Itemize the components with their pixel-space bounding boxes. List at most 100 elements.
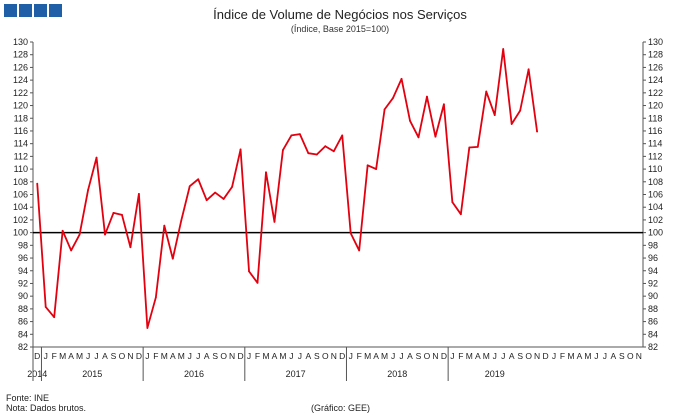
- y-tick-label-right: 92: [648, 278, 658, 288]
- y-tick-label-left: 88: [18, 304, 28, 314]
- x-tick-label-month: M: [59, 351, 66, 361]
- data-point: [129, 246, 132, 249]
- x-tick-label-month: F: [357, 351, 362, 361]
- data-point: [78, 233, 81, 236]
- x-year-label: 2018: [387, 369, 407, 379]
- y-tick-label-left: 110: [14, 164, 28, 174]
- x-tick-label-month: M: [76, 351, 83, 361]
- logo-square: [34, 4, 47, 17]
- x-tick-label-month: N: [127, 351, 133, 361]
- y-tick-label-right: 118: [648, 113, 662, 123]
- data-point: [417, 136, 420, 139]
- x-tick-label-month: J: [391, 351, 395, 361]
- y-tick-label-left: 102: [13, 215, 28, 225]
- x-tick-label-month: M: [178, 351, 185, 361]
- x-tick-label-month: J: [94, 351, 98, 361]
- x-tick-label-month: A: [102, 351, 108, 361]
- x-tick-label-month: J: [501, 351, 505, 361]
- data-point: [400, 77, 403, 80]
- x-tick-label-month: S: [212, 351, 218, 361]
- logo-square: [4, 4, 17, 17]
- data-point: [375, 168, 378, 170]
- x-tick-label-month: J: [552, 351, 556, 361]
- y-tick-label-left: 94: [18, 266, 28, 276]
- y-tick-label-right: 112: [648, 151, 662, 161]
- y-tick-label-left: 120: [13, 101, 28, 111]
- x-tick-label-month: F: [52, 351, 57, 361]
- data-point: [341, 134, 344, 137]
- data-point: [519, 109, 522, 112]
- y-tick-label-left: 112: [14, 151, 28, 161]
- data-point: [163, 224, 166, 227]
- y-tick-label-right: 88: [648, 304, 658, 314]
- y-tick-label-right: 86: [648, 317, 658, 327]
- x-tick-label-month: J: [493, 351, 497, 361]
- y-tick-label-left: 126: [13, 62, 28, 72]
- y-tick-label-left: 118: [14, 113, 28, 123]
- y-tick-label-right: 116: [648, 126, 662, 136]
- y-tick-label-left: 100: [13, 228, 28, 238]
- x-tick-label-month: M: [262, 351, 269, 361]
- y-tick-label-left: 104: [13, 202, 28, 212]
- data-point: [485, 90, 488, 93]
- y-tick-label-right: 84: [648, 329, 658, 339]
- data-point: [138, 192, 140, 195]
- x-tick-label-month: J: [594, 351, 598, 361]
- x-tick-label-month: M: [483, 351, 490, 361]
- x-tick-label-month: M: [584, 351, 591, 361]
- y-tick-label-left: 128: [13, 50, 28, 60]
- data-point: [510, 123, 513, 125]
- data-point: [426, 95, 428, 98]
- x-year-label: 2016: [184, 369, 204, 379]
- data-point: [468, 146, 471, 149]
- x-year-label: 2019: [485, 369, 505, 379]
- x-tick-label-month: D: [339, 351, 345, 361]
- data-point: [214, 191, 217, 194]
- data-point: [383, 108, 386, 111]
- x-tick-label-month: D: [441, 351, 447, 361]
- x-tick-label-month: M: [279, 351, 286, 361]
- x-tick-label-month: F: [255, 351, 260, 361]
- x-tick-label-month: A: [509, 351, 515, 361]
- x-tick-label-month: O: [119, 351, 126, 361]
- data-point: [239, 148, 242, 151]
- y-tick-label-left: 114: [14, 139, 28, 149]
- chart-title: Índice de Volume de Negócios nos Serviço…: [213, 7, 467, 22]
- x-tick-label-month: M: [364, 351, 371, 361]
- x-year-label: 2017: [286, 369, 306, 379]
- x-tick-label-month: D: [34, 351, 40, 361]
- x-tick-label-month: J: [603, 351, 607, 361]
- x-tick-label-month: M: [567, 351, 574, 361]
- x-tick-label-month: O: [627, 351, 634, 361]
- data-point: [536, 130, 538, 133]
- data-point: [53, 316, 56, 319]
- y-tick-label-right: 98: [648, 240, 658, 250]
- x-tick-label-month: D: [136, 351, 142, 361]
- logo-square: [49, 4, 62, 17]
- y-tick-label-right: 128: [648, 50, 663, 60]
- x-tick-label-month: S: [111, 351, 117, 361]
- y-tick-label-left: 84: [18, 329, 28, 339]
- y-tick-label-right: 108: [648, 177, 663, 187]
- x-tick-label-month: N: [229, 351, 235, 361]
- data-point: [502, 48, 505, 50]
- y-tick-label-left: 130: [13, 37, 28, 47]
- data-point: [205, 199, 208, 202]
- x-tick-label-month: J: [450, 351, 454, 361]
- data-point: [493, 114, 496, 116]
- y-tick-label-right: 120: [648, 101, 663, 111]
- x-tick-label-month: O: [525, 351, 532, 361]
- x-tick-label-month: J: [349, 351, 353, 361]
- y-tick-label-left: 108: [13, 177, 28, 187]
- data-point: [70, 249, 73, 252]
- data-point: [358, 249, 361, 252]
- x-tick-label-month: A: [170, 351, 176, 361]
- data-point: [451, 201, 454, 204]
- series-line: [36, 48, 538, 329]
- y-tick-label-right: 114: [648, 139, 662, 149]
- x-tick-label-month: A: [306, 351, 312, 361]
- y-tick-label-left: 82: [18, 342, 28, 352]
- data-point: [315, 153, 318, 156]
- x-tick-label-month: A: [407, 351, 413, 361]
- x-tick-label-month: N: [636, 351, 642, 361]
